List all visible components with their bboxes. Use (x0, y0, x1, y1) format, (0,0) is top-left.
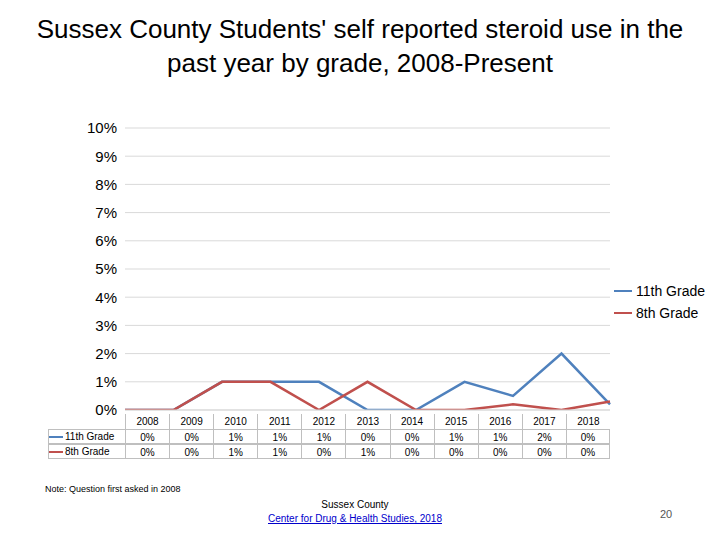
html-text:11th Grade: 11th Grade (636, 283, 705, 299)
html-text:0%: 0% (404, 447, 420, 458)
html-text:0%: 0% (493, 447, 508, 458)
html-text:2%: 2% (537, 432, 552, 443)
html-text:0%: 0% (140, 432, 155, 443)
html-text:2012: 2012 (312, 416, 335, 427)
svg-text:2%: 2% (95, 345, 117, 362)
svg-text:6%: 6% (95, 232, 117, 249)
html-text:0%: 0% (404, 432, 420, 443)
html-text:0%: 0% (580, 447, 596, 458)
svg-text:1%: 1% (95, 373, 117, 390)
html-text:1%: 1% (272, 432, 287, 443)
html-text:0%: 0% (537, 447, 552, 458)
svg-text:10%: 10% (87, 119, 117, 136)
html-text:8th Grade: 8th Grade (65, 446, 110, 457)
html-text:1%: 1% (448, 432, 464, 443)
html-text:11th Grade: 11th Grade (65, 431, 115, 442)
svg-text:4%: 4% (95, 289, 117, 306)
html-text:2009: 2009 (180, 416, 203, 427)
html-text:0%: 0% (184, 432, 199, 443)
html-text:2008: 2008 (136, 416, 159, 427)
html-text:2011: 2011 (269, 416, 291, 427)
html-text:0%: 0% (316, 447, 332, 458)
html-text:0%: 0% (360, 432, 376, 443)
html-text:Sussex County: Sussex County (321, 499, 389, 510)
html-text:2016: 2016 (489, 416, 512, 427)
html-text:Center for Drug & Health Studi: Center for Drug & Health Studies, 2018 (268, 513, 442, 524)
html-text:2018: 2018 (577, 416, 600, 427)
html-text:0%: 0% (184, 447, 199, 458)
svg-text:7%: 7% (95, 204, 117, 221)
html-text:2013: 2013 (356, 416, 380, 427)
html-text:1%: 1% (493, 432, 508, 443)
html-text:2017: 2017 (533, 416, 556, 427)
svg-text:0%: 0% (95, 401, 117, 418)
html-text:Note: Question first asked in: Note: Question first asked in 2008 (45, 484, 181, 494)
html-text:0%: 0% (140, 447, 155, 458)
html-text:8th Grade: 8th Grade (636, 305, 699, 321)
html-text:1%: 1% (316, 432, 332, 443)
html-text:1%: 1% (272, 447, 287, 458)
html-text:2014: 2014 (400, 416, 424, 427)
html-text:2015: 2015 (445, 416, 468, 427)
html-text:2010: 2010 (224, 416, 247, 427)
svg-text:5%: 5% (95, 260, 117, 277)
html-text:20: 20 (660, 508, 673, 520)
html-text:1%: 1% (228, 447, 243, 458)
html-text:0%: 0% (448, 447, 464, 458)
svg-text:8%: 8% (95, 176, 117, 193)
html-text:1%: 1% (360, 447, 376, 458)
svg-text:3%: 3% (95, 317, 117, 334)
html-text:0%: 0% (580, 432, 596, 443)
html-text:Sussex County Students' self r: Sussex County Students' self reported st… (36, 14, 684, 78)
html-text:1%: 1% (228, 432, 243, 443)
svg-text:9%: 9% (95, 148, 117, 165)
